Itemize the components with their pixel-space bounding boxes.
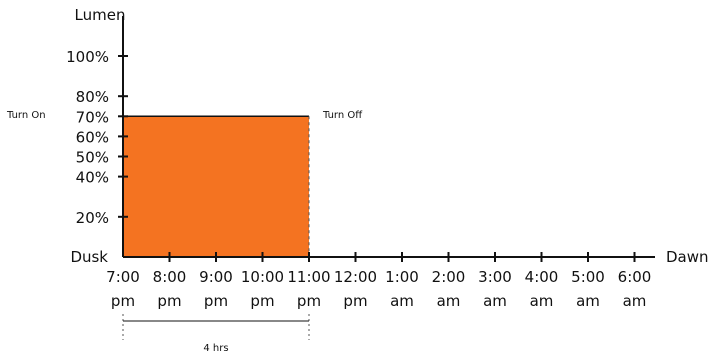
x-tick-time-label: 9:00 — [199, 268, 233, 286]
y-tick-label: 50% — [76, 149, 109, 167]
x-tick-period-label: pm — [204, 292, 228, 310]
x-tick-time-label: 2:00 — [432, 268, 466, 286]
x-tick-period-label: am — [483, 292, 507, 310]
x-tick-time-label: 10:00 — [241, 268, 284, 286]
x-tick-time-label: 5:00 — [571, 268, 605, 286]
turn-off-label: Turn Off — [322, 110, 363, 121]
x-tick-period-label: am — [623, 292, 647, 310]
duration-label: 4 hrs — [203, 343, 228, 354]
x-tick-period-label: am — [576, 292, 600, 310]
x-tick-time-label: 3:00 — [478, 268, 512, 286]
x-tick-time-label: 11:00 — [287, 268, 330, 286]
y-tick-label: 100% — [66, 48, 109, 66]
x-tick-period-label: am — [437, 292, 461, 310]
x-tick-period-label: pm — [157, 292, 181, 310]
x-tick-period-label: pm — [297, 292, 321, 310]
dusk-label: Dusk — [70, 248, 108, 266]
y-axis-title: Lumen — [75, 6, 126, 24]
x-tick-time-label: 1:00 — [385, 268, 419, 286]
x-tick-period-label: pm — [343, 292, 367, 310]
x-tick-time-label: 12:00 — [334, 268, 377, 286]
x-tick-period-label: am — [390, 292, 414, 310]
y-tick-label: 80% — [76, 88, 109, 106]
y-tick-label: 70% — [76, 108, 109, 126]
y-tick-label: 60% — [76, 128, 109, 146]
lumen-block — [123, 116, 309, 257]
x-tick-period-label: pm — [250, 292, 274, 310]
x-tick-time-label: 6:00 — [618, 268, 652, 286]
y-tick-label: 40% — [76, 169, 109, 187]
turn-on-label: Turn On — [6, 110, 46, 121]
x-tick-period-label: pm — [111, 292, 135, 310]
x-tick-time-label: 8:00 — [153, 268, 187, 286]
y-tick-label: 20% — [76, 209, 109, 227]
dawn-label: Dawn — [666, 248, 709, 266]
x-tick-time-label: 4:00 — [525, 268, 559, 286]
x-tick-period-label: am — [530, 292, 554, 310]
x-tick-time-label: 7:00 — [106, 268, 140, 286]
